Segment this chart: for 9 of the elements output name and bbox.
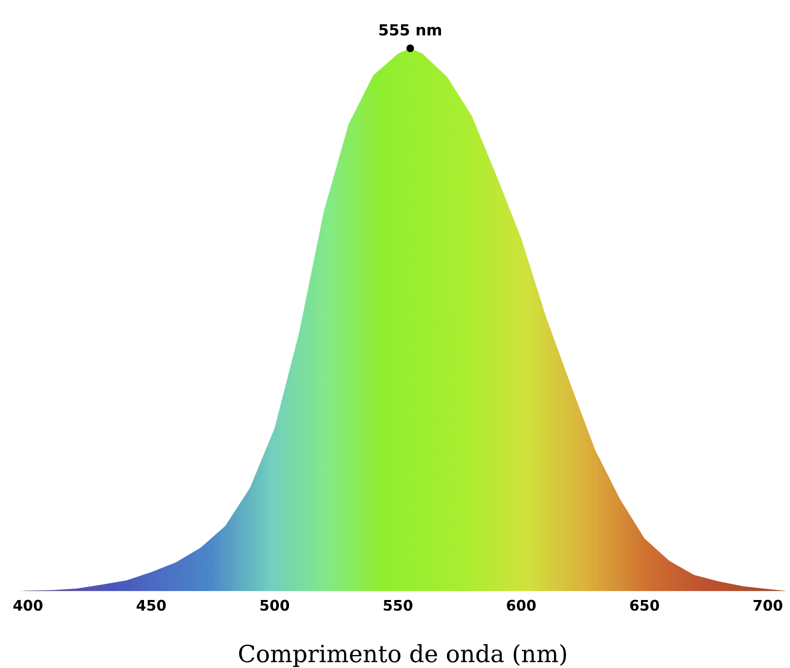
- annotation: 555 nm: [379, 24, 442, 36]
- x-tick-label: 550: [384, 600, 412, 611]
- x-tick-label: 500: [260, 600, 290, 611]
- x-tick-label: 600: [506, 600, 536, 611]
- x-tick-label: 400: [13, 600, 42, 611]
- x-tick-label: 650: [630, 600, 660, 611]
- x-tick-label: 700: [754, 600, 782, 611]
- x-tick-label: 450: [136, 600, 166, 611]
- x-axis-title: Comprimento de onda (nm): [239, 644, 566, 668]
